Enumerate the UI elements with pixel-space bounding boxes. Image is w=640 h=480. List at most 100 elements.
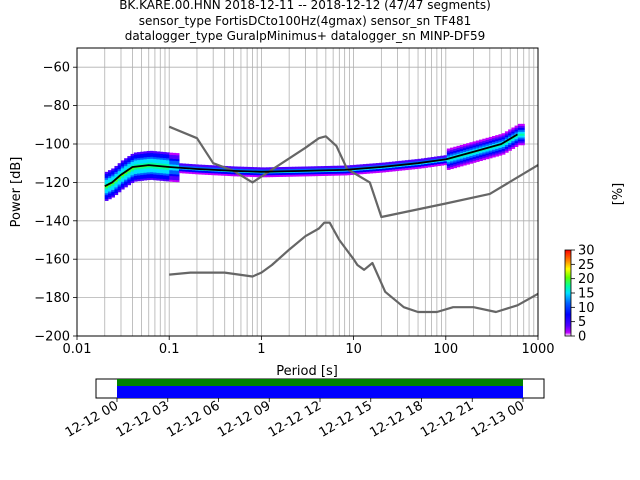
- ppsd-cell: [169, 164, 174, 167]
- ppsd-cell: [475, 153, 480, 157]
- ppsd-cell: [159, 169, 164, 172]
- ppsd-cell: [472, 143, 477, 146]
- ppsd-cell: [404, 165, 409, 169]
- ppsd-cell: [130, 171, 135, 174]
- ppsd-cell: [356, 164, 361, 167]
- ppsd-cell: [107, 197, 112, 200]
- ppsd-cell: [459, 150, 464, 153]
- ppsd-cell: [362, 171, 367, 174]
- ppsd-cell: [417, 164, 422, 167]
- ppsd-cell: [166, 154, 170, 157]
- ppsd-cell: [475, 155, 480, 159]
- ppsd-cell: [411, 159, 416, 162]
- ppsd-cell: [149, 168, 154, 171]
- ppsd-cell: [314, 173, 319, 177]
- ppsd-cell: [224, 173, 228, 176]
- ppsd-cell: [114, 175, 119, 178]
- ppsd-cell: [511, 140, 516, 144]
- ppsd-cell: [156, 157, 161, 160]
- ppsd-cell: [127, 171, 132, 174]
- ppsd-cell: [111, 183, 115, 187]
- ppsd-cell: [124, 173, 128, 176]
- ppsd-cell: [382, 164, 387, 167]
- ppsd-cell: [491, 136, 496, 139]
- ppsd-cell: [124, 179, 128, 182]
- ppsd-cell: [340, 165, 345, 168]
- ppsd-cell: [320, 168, 325, 171]
- y-tick-label: −180: [34, 291, 70, 306]
- ppsd-cell: [498, 151, 503, 154]
- ppsd-cell: [253, 174, 257, 178]
- ppsd-cell: [514, 125, 519, 128]
- ppsd-cell: [120, 185, 125, 188]
- ppsd-cell: [220, 171, 225, 174]
- ppsd-cell: [327, 171, 332, 174]
- ppsd-cell: [111, 195, 115, 198]
- ppsd-cell: [104, 198, 109, 201]
- ppsd-cell: [227, 173, 232, 177]
- y-tick-label: −140: [34, 214, 70, 229]
- ppsd-cell: [424, 165, 428, 168]
- ppsd-cell: [214, 167, 219, 170]
- ppsd-cell: [472, 141, 477, 144]
- ppsd-cell: [120, 164, 125, 167]
- ppsd-cell: [156, 162, 161, 166]
- ppsd-cell: [298, 174, 303, 177]
- ppsd-cell: [466, 160, 470, 163]
- ppsd-cell: [327, 165, 332, 169]
- ppsd-cell: [130, 176, 135, 180]
- ppsd-cell: [443, 162, 448, 166]
- ppsd-cell: [117, 163, 122, 166]
- ppsd-cell: [111, 181, 115, 185]
- ppsd-cell: [172, 168, 177, 171]
- ppsd-cell: [446, 152, 451, 155]
- ppsd-cell: [172, 156, 177, 159]
- ppsd-cell: [127, 165, 132, 168]
- ppsd-cell: [356, 172, 361, 175]
- ppsd-cell: [130, 173, 135, 176]
- ppsd-cell: [143, 178, 148, 181]
- ppsd-cell: [453, 162, 457, 165]
- y-tick-label: −80: [43, 99, 70, 114]
- series-lines: [104, 125, 539, 314]
- ppsd-cell: [166, 173, 170, 176]
- ppsd-cell: [517, 131, 522, 134]
- ppsd-cell: [140, 169, 144, 172]
- ppsd-cell: [104, 185, 109, 188]
- ppsd-cell: [317, 173, 322, 177]
- ppsd-cell: [408, 161, 412, 164]
- ppsd-cell: [133, 173, 138, 176]
- ppsd-cell: [517, 125, 522, 128]
- ppsd-cell: [443, 161, 448, 164]
- ppsd-cell: [191, 171, 196, 175]
- timeline-tick-label: 12-12 00: [63, 398, 121, 440]
- colorbar-tick-label: 5: [578, 315, 586, 330]
- ppsd-cell: [459, 164, 464, 167]
- ppsd-cell: [130, 155, 135, 159]
- ppsd-cell: [104, 171, 109, 175]
- ppsd-cell: [369, 171, 374, 174]
- ppsd-cell: [178, 169, 183, 172]
- ppsd-cell: [466, 143, 470, 146]
- ppsd-cell: [482, 155, 487, 159]
- colorbar-tick-label: 30: [578, 244, 595, 259]
- ppsd-cell: [246, 172, 251, 175]
- ppsd-cell: [504, 150, 509, 153]
- ppsd-cell: [495, 146, 499, 149]
- ppsd-cell: [282, 172, 286, 175]
- ppsd-cell: [375, 164, 380, 168]
- ppsd-cell: [156, 166, 161, 170]
- ppsd-cell: [153, 153, 157, 156]
- ppsd-cell: [411, 167, 416, 170]
- ppsd-cell: [482, 154, 487, 157]
- ppsd-cell: [162, 157, 167, 161]
- ppsd-cell: [124, 158, 128, 161]
- ppsd-cell: [359, 166, 364, 169]
- ppsd-cell: [498, 153, 503, 156]
- ppsd-cell: [459, 162, 464, 165]
- colorbar-gradient: [564, 249, 572, 337]
- ppsd-cell: [107, 195, 112, 198]
- ppsd-cell: [143, 153, 148, 156]
- ppsd-cell: [311, 166, 316, 169]
- ppsd-cell: [498, 134, 503, 137]
